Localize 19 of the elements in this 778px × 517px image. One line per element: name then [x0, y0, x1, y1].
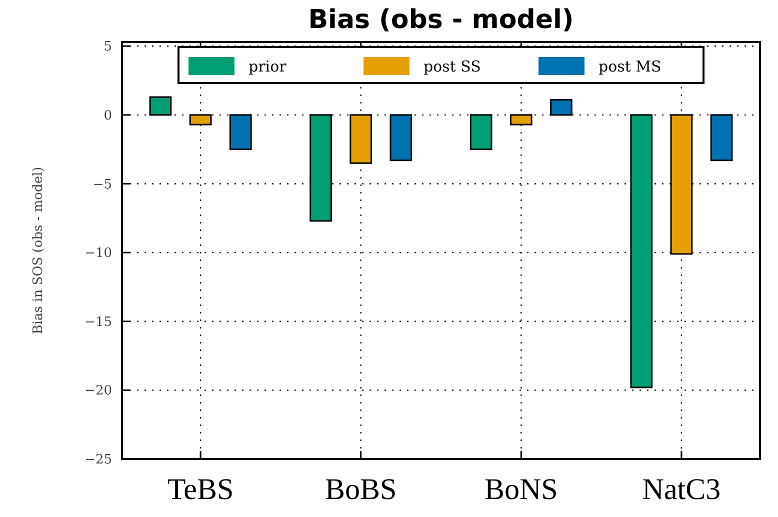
bar: [710, 114, 733, 162]
x-tick-label: TeBS: [167, 473, 234, 506]
x-tick-label: BoNS: [484, 473, 558, 506]
y-tick-label: −15: [84, 314, 112, 330]
y-tick-label: −10: [84, 246, 112, 262]
x-tick-label: BoBS: [324, 473, 397, 506]
y-tick-label: −25: [84, 452, 112, 468]
y-tick-label: −20: [84, 384, 112, 399]
y-tick-label: −5: [92, 177, 112, 192]
bar: [149, 96, 172, 116]
y-tick-label: 0: [104, 108, 112, 124]
chart-title: Bias (obs - model): [308, 5, 574, 35]
legend-label: prior: [248, 57, 288, 76]
legend-label: post SS: [424, 57, 481, 76]
bar: [390, 114, 412, 162]
legend-label: post MS: [598, 57, 662, 76]
y-axis-title: Bias in SOS (obs - model): [31, 166, 46, 334]
x-tick-label: NatC3: [642, 473, 721, 506]
y-tick-label: 5: [104, 40, 112, 55]
